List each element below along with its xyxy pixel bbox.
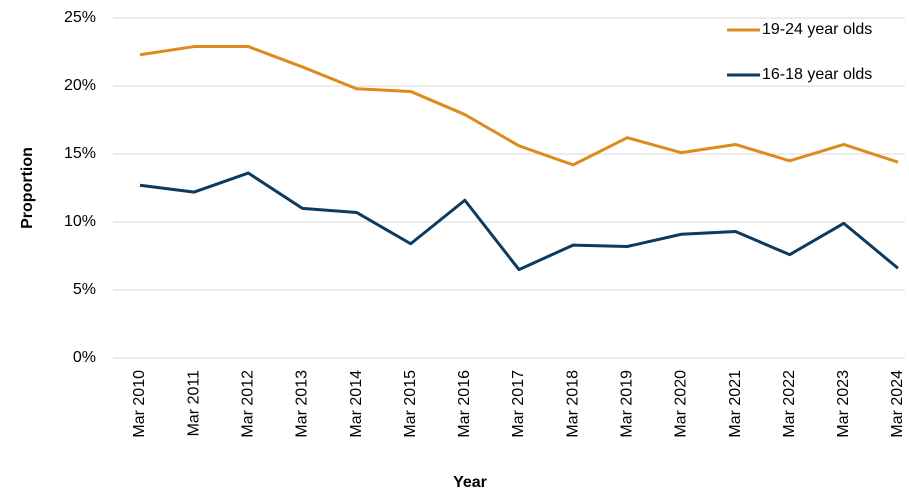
legend-label: 16-18 year olds [762, 66, 872, 83]
x-tick-label: Mar 2013 [294, 370, 311, 438]
x-tick-label: Mar 2016 [456, 370, 473, 438]
x-tick-label: Mar 2022 [781, 370, 798, 438]
y-tick-label: 25% [64, 9, 96, 26]
x-tick-label: Mar 2021 [727, 370, 744, 438]
x-tick-label: Mar 2024 [889, 370, 906, 438]
x-axis-title: Year [453, 474, 487, 491]
y-tick-label: 15% [64, 145, 96, 162]
x-tick-label: Mar 2015 [402, 370, 419, 438]
series-line [139, 171, 899, 272]
x-tick-label: Mar 2012 [239, 370, 256, 438]
y-tick-label: 5% [73, 281, 96, 298]
x-tick-label: Mar 2019 [618, 370, 635, 438]
x-tick-label: Mar 2020 [673, 370, 690, 438]
x-tick-label: Mar 2011 [185, 370, 202, 437]
x-tick-label: Mar 2018 [564, 370, 581, 438]
y-tick-label: 10% [64, 213, 96, 230]
legend-label: 19-24 year olds [762, 21, 872, 38]
x-tick-label: Mar 2014 [348, 370, 365, 438]
y-tick-label: 20% [64, 77, 96, 94]
series-line [139, 45, 899, 167]
x-tick-label: Mar 2023 [835, 370, 852, 438]
x-tick-label: Mar 2010 [131, 370, 148, 438]
x-tick-label: Mar 2017 [510, 370, 527, 438]
y-axis-title: Proportion [19, 147, 36, 229]
y-tick-label: 0% [73, 349, 96, 366]
